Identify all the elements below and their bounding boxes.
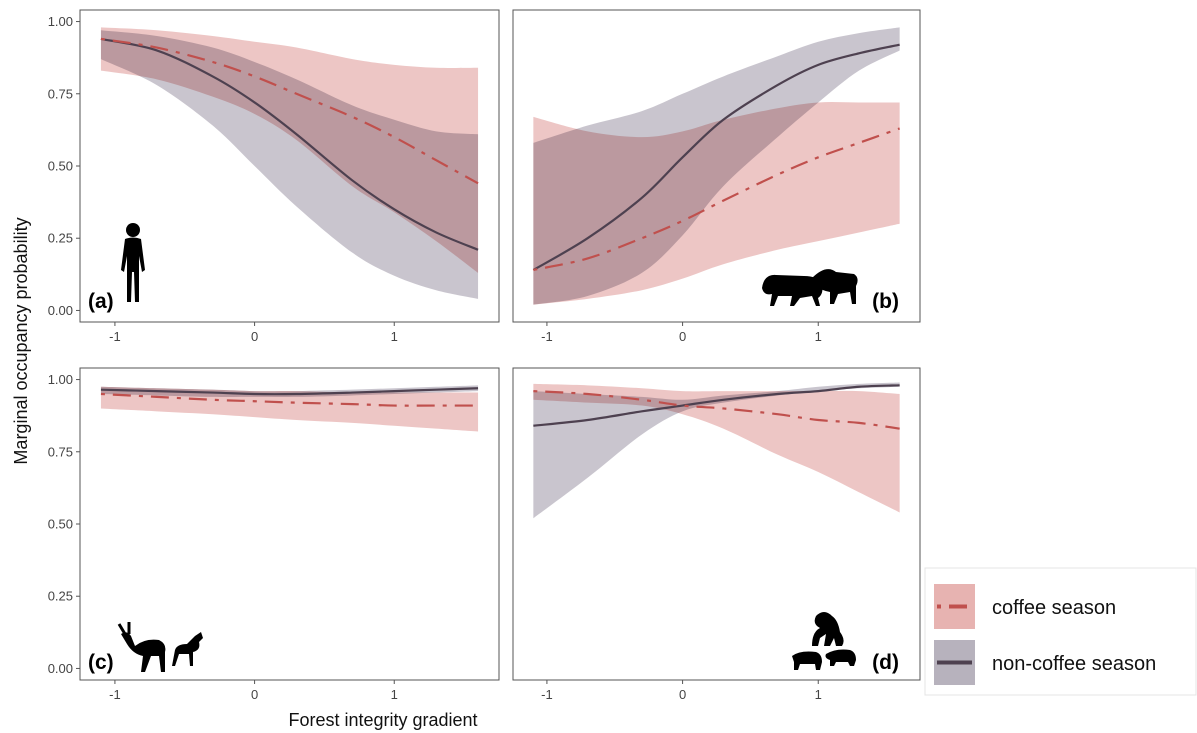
x-tick-label: 1	[815, 329, 822, 344]
x-tick-label: -1	[109, 687, 121, 702]
legend-label-noncoffee: non-coffee season	[992, 653, 1156, 675]
x-axis-title: Forest integrity gradient	[288, 710, 477, 730]
antelope-silhouette-icon	[117, 622, 203, 672]
panels: -1 0 1 0.00 0.25 0.50 0.75 1.00 (a) -1 0 1 (b) -1 0 1 0.…	[48, 9, 921, 702]
y-tick-label: 0.75	[48, 444, 73, 459]
panel-border	[512, 367, 921, 681]
baboon-and-pigs-silhouette-icon	[792, 612, 856, 670]
y-tick-label: 1.00	[48, 14, 73, 29]
ribbon-noncoffee	[533, 27, 900, 305]
ribbon-noncoffee	[100, 385, 479, 397]
x-tick-label: -1	[541, 329, 553, 344]
x-tick-label: -1	[109, 329, 121, 344]
panel-b: -1 0 1 (b)	[512, 9, 921, 344]
y-axis-title: Marginal occupancy probability	[11, 217, 31, 464]
line-coffee	[100, 37, 479, 185]
legend: coffee season non-coffee season	[924, 567, 1197, 696]
ribbon-coffee	[533, 383, 900, 513]
x-tick-label: 0	[251, 687, 258, 702]
x-tick-label: 1	[815, 687, 822, 702]
ribbon-noncoffee	[533, 382, 900, 519]
plot-area	[100, 27, 479, 299]
panel-c: -1 0 1 0.00 0.25 0.50 0.75 1.00 (c)	[48, 367, 500, 702]
panel-tag: (a)	[88, 290, 114, 313]
line-coffee	[533, 390, 900, 430]
x-tick-label: 0	[251, 329, 258, 344]
y-tick-label: 0.75	[48, 86, 73, 101]
y-tick-label: 1.00	[48, 372, 73, 387]
panel-tag: (b)	[872, 290, 899, 313]
line-noncoffee	[100, 37, 479, 251]
y-tick-label: 0.00	[48, 303, 73, 318]
y-tick-label: 0.50	[48, 517, 73, 532]
plot-area	[532, 27, 901, 305]
x-tick-label: 1	[391, 687, 398, 702]
plot-area	[533, 382, 900, 519]
ribbon-noncoffee	[100, 30, 479, 299]
legend-label-coffee: coffee season	[992, 597, 1116, 619]
line-coffee	[100, 392, 479, 407]
human-silhouette-icon	[121, 223, 145, 302]
y-tick-label: 0.50	[48, 159, 73, 174]
y-tick-label: 0.25	[48, 589, 73, 604]
line-noncoffee	[533, 384, 900, 427]
x-tick-label: -1	[541, 687, 553, 702]
line-noncoffee	[100, 387, 479, 396]
line-noncoffee	[532, 43, 900, 271]
panel-tag: (d)	[872, 651, 899, 674]
x-tick-label: 0	[679, 329, 686, 344]
panel-d: -1 0 1 (d)	[512, 367, 921, 702]
y-tick-label: 0.00	[48, 661, 73, 676]
big-cats-silhouette-icon	[762, 269, 858, 306]
x-tick-label: 1	[391, 329, 398, 344]
line-coffee	[533, 127, 901, 272]
x-tick-label: 0	[679, 687, 686, 702]
panel-a: -1 0 1 0.00 0.25 0.50 0.75 1.00 (a)	[48, 9, 500, 344]
plot-area	[100, 385, 479, 432]
y-tick-label: 0.25	[48, 231, 73, 246]
panel-tag: (c)	[88, 651, 114, 674]
panel-border	[512, 9, 921, 323]
